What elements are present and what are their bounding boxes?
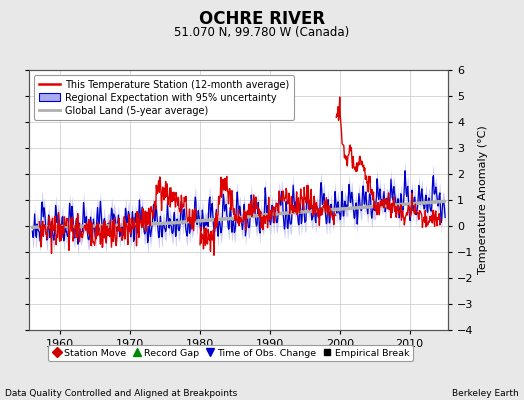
Text: 51.070 N, 99.780 W (Canada): 51.070 N, 99.780 W (Canada) — [174, 26, 350, 39]
Legend: This Temperature Station (12-month average), Regional Expectation with 95% uncer: This Temperature Station (12-month avera… — [34, 75, 294, 120]
Text: OCHRE RIVER: OCHRE RIVER — [199, 10, 325, 28]
Legend: Station Move, Record Gap, Time of Obs. Change, Empirical Break: Station Move, Record Gap, Time of Obs. C… — [48, 345, 413, 361]
Text: Berkeley Earth: Berkeley Earth — [452, 389, 519, 398]
Y-axis label: Temperature Anomaly (°C): Temperature Anomaly (°C) — [478, 126, 488, 274]
Text: Data Quality Controlled and Aligned at Breakpoints: Data Quality Controlled and Aligned at B… — [5, 389, 237, 398]
